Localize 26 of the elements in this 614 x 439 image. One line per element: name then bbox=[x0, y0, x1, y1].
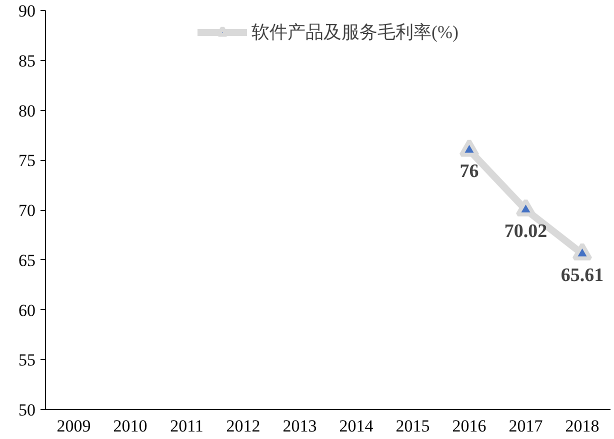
x-tick-label: 2016 bbox=[452, 416, 486, 436]
y-tick-label: 60 bbox=[18, 300, 36, 320]
data-label: 76 bbox=[460, 161, 479, 182]
x-tick-label: 2012 bbox=[226, 416, 260, 436]
y-tick-label: 80 bbox=[18, 101, 36, 120]
legend-label: 软件产品及服务毛利率(%) bbox=[252, 21, 458, 44]
x-tick-label: 2013 bbox=[282, 416, 317, 436]
y-tick-label: 85 bbox=[18, 51, 36, 70]
x-tick-label: 2014 bbox=[339, 416, 374, 436]
x-tick-label: 2009 bbox=[56, 416, 91, 436]
x-tick-label: 2010 bbox=[113, 416, 148, 436]
y-tick-label: 75 bbox=[18, 151, 36, 170]
data-label: 65.61 bbox=[560, 264, 604, 286]
x-tick-label: 2015 bbox=[396, 416, 430, 436]
x-tick-label: 2011 bbox=[170, 416, 204, 436]
y-tick-label: 65 bbox=[18, 250, 36, 270]
point bbox=[516, 198, 536, 216]
y-tick-label: 55 bbox=[18, 350, 36, 370]
y-tick-label: 70 bbox=[18, 201, 36, 220]
y-tick-label: 90 bbox=[18, 2, 36, 20]
point bbox=[572, 242, 592, 260]
y-tick-label: 50 bbox=[18, 400, 36, 420]
x-tick-label: 2018 bbox=[565, 416, 600, 436]
point bbox=[459, 138, 480, 157]
x-tick-label: 2017 bbox=[508, 416, 544, 436]
data-label: 70.02 bbox=[504, 220, 548, 242]
